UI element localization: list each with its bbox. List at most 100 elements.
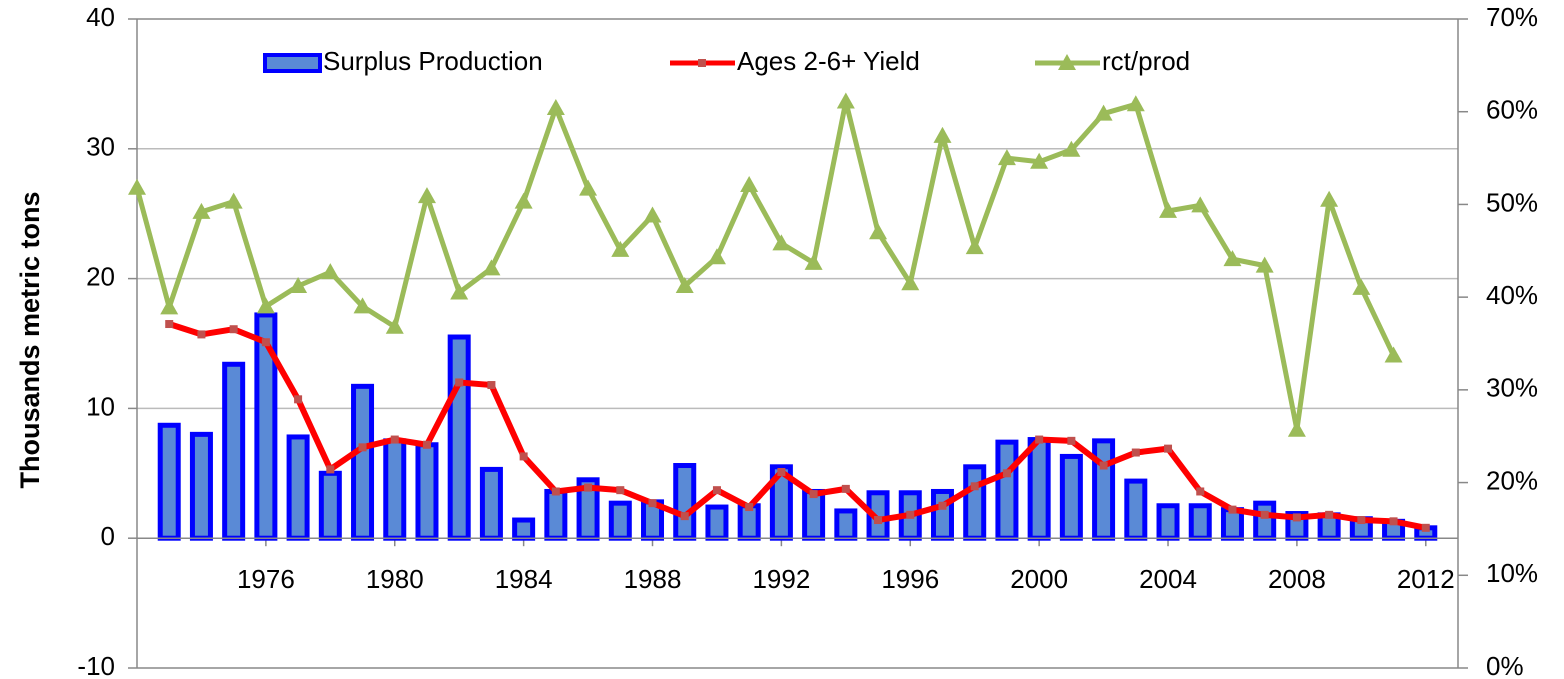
x-tick-label: 2000 [1010, 564, 1068, 594]
marker [229, 325, 238, 334]
marker [1421, 523, 1430, 532]
marker [836, 92, 855, 109]
x-tick-label: 1992 [752, 564, 810, 594]
legend-label: rct/prod [1102, 46, 1190, 76]
marker [740, 175, 759, 192]
marker [289, 277, 308, 294]
marker [680, 512, 689, 521]
marker [643, 206, 662, 223]
marker [192, 202, 211, 219]
bar [1124, 478, 1148, 541]
bar [286, 434, 310, 541]
marker [809, 490, 818, 499]
marker [1384, 346, 1403, 363]
marker [261, 338, 270, 347]
marker [970, 482, 979, 491]
legend-marker [1058, 54, 1076, 70]
legend-label: Surplus Production [323, 46, 543, 76]
x-tick-label: 2004 [1139, 564, 1197, 594]
marker [1228, 505, 1237, 514]
bar [415, 442, 439, 541]
marker [1292, 513, 1301, 522]
marker [455, 378, 464, 387]
marker [417, 187, 436, 204]
marker [804, 253, 823, 270]
marker [1255, 256, 1274, 273]
bar [318, 470, 342, 541]
bar [995, 439, 1019, 541]
bar [479, 466, 503, 541]
marker [358, 443, 367, 452]
marker [1159, 201, 1178, 218]
marker [1030, 152, 1049, 169]
y-tick-label: 40 [86, 2, 115, 32]
marker [1164, 444, 1173, 453]
marker [1067, 436, 1076, 445]
x-tick-label: 1988 [624, 564, 682, 594]
marker [772, 234, 791, 251]
marker [874, 516, 883, 525]
y2-tick-label: 30% [1486, 373, 1538, 403]
y2-tick-label: 20% [1486, 465, 1538, 495]
marker [841, 484, 850, 493]
y-tick-label: 0 [101, 521, 115, 551]
x-tick-label: 1980 [366, 564, 424, 594]
y2-tick-label: 0% [1486, 651, 1524, 679]
y2-tick-label: 70% [1486, 2, 1538, 32]
marker [514, 192, 533, 209]
marker [1260, 510, 1269, 519]
marker [965, 238, 984, 255]
y2-tick-label: 40% [1486, 280, 1538, 310]
marker [707, 248, 726, 265]
bar [222, 361, 246, 541]
bar [383, 438, 407, 541]
marker [584, 483, 593, 492]
marker [1357, 516, 1366, 525]
marker [1287, 420, 1306, 437]
marker [165, 320, 174, 329]
bar [544, 488, 568, 541]
marker [933, 126, 952, 143]
marker [422, 440, 431, 449]
marker [385, 317, 404, 334]
bar [963, 464, 987, 541]
marker [487, 381, 496, 390]
marker [648, 499, 657, 508]
x-tick-label: 1996 [881, 564, 939, 594]
bar [512, 517, 536, 541]
marker [321, 263, 340, 280]
x-tick-label: 1984 [495, 564, 553, 594]
bar [447, 334, 471, 541]
marker [1062, 140, 1081, 157]
marker [579, 179, 598, 196]
marker [1099, 461, 1108, 470]
legend-swatch [263, 53, 322, 73]
marker [1320, 190, 1339, 207]
bar [1253, 500, 1277, 541]
y-tick-label: 20 [86, 261, 115, 291]
bar [834, 508, 858, 541]
marker [353, 297, 372, 314]
bar [351, 383, 375, 541]
bar [1059, 453, 1083, 541]
marker [611, 240, 630, 257]
legend-label: Ages 2-6+ Yield [737, 46, 920, 76]
bar [802, 488, 826, 541]
bar [189, 431, 213, 541]
marker [224, 192, 243, 209]
bar [1092, 438, 1116, 541]
bar [1156, 503, 1180, 541]
y-tick-label: -10 [77, 651, 115, 679]
marker [390, 435, 399, 444]
bar [157, 422, 181, 541]
marker [869, 223, 888, 240]
legend-marker [698, 59, 706, 67]
marker [1035, 435, 1044, 444]
bar [1027, 437, 1051, 541]
marker [197, 330, 206, 339]
y2-tick-label: 10% [1486, 558, 1538, 588]
y2-tick-label: 50% [1486, 187, 1538, 217]
marker [1094, 104, 1113, 121]
marker [1196, 487, 1205, 496]
